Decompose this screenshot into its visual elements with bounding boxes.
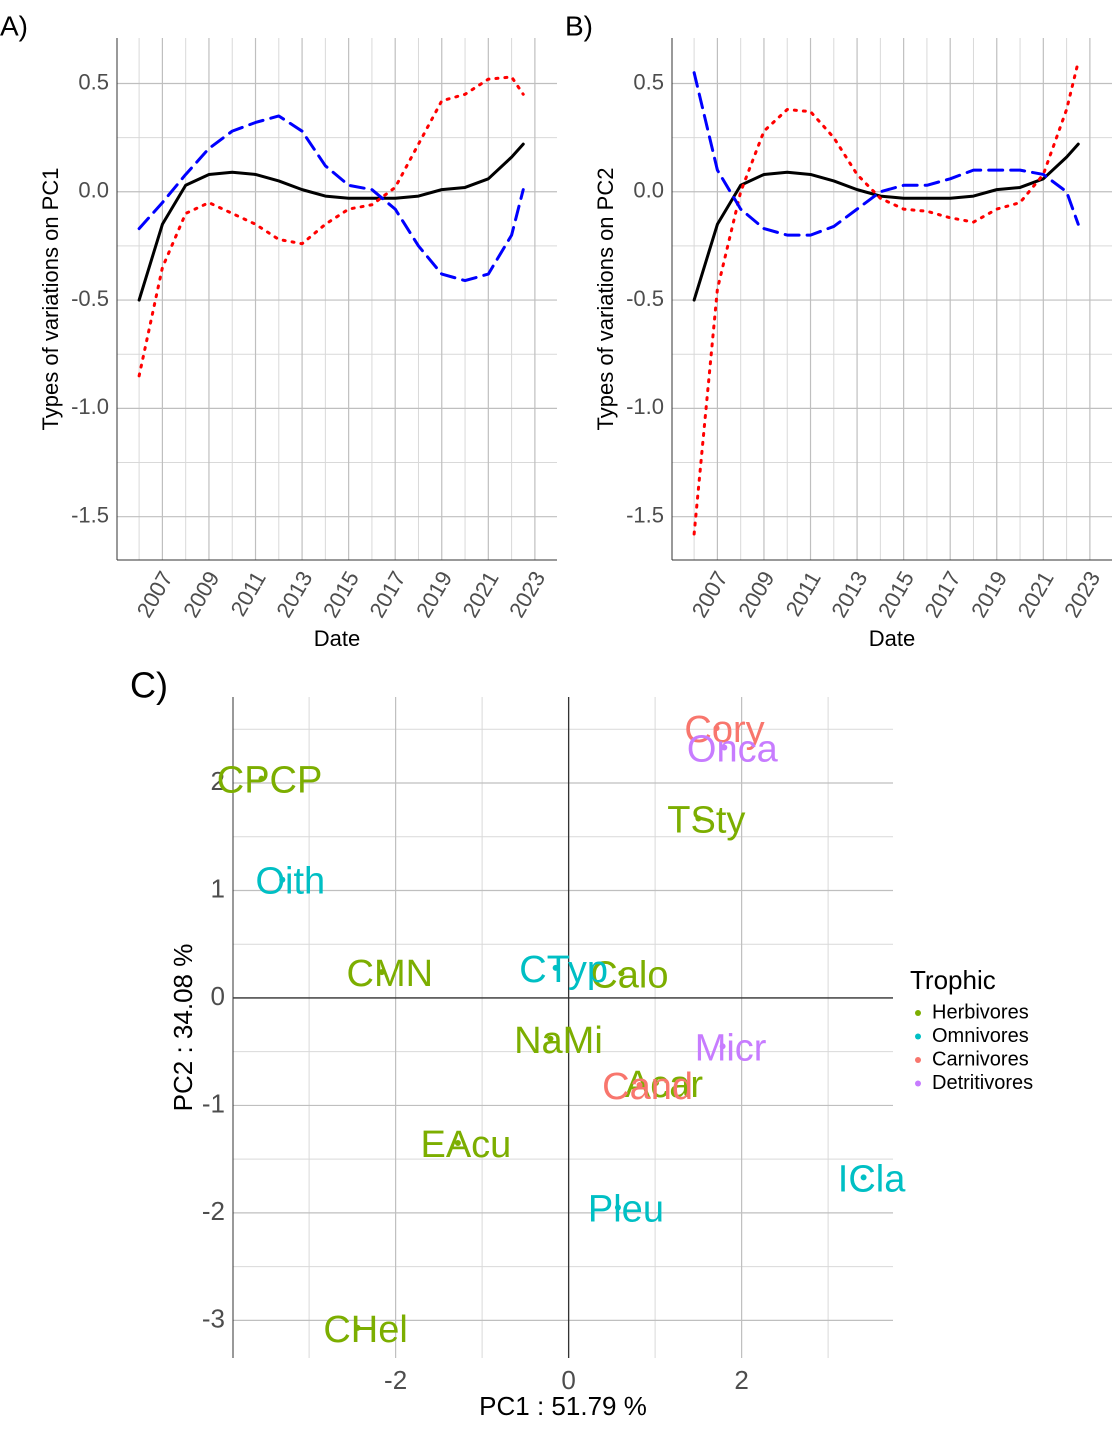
x-tick-label: 2007 — [687, 567, 733, 622]
point-label: CPCP — [217, 760, 323, 802]
point-label: CTyp — [519, 949, 608, 991]
legend-key — [915, 1057, 921, 1063]
y-tick-label: -1.5 — [626, 502, 664, 527]
point — [547, 1035, 554, 1042]
y-tick-label: 1 — [211, 873, 225, 903]
point — [719, 1043, 726, 1050]
point-label: EAcu — [420, 1124, 511, 1166]
x-tick-label: 2015 — [318, 567, 364, 622]
point-label: Cory — [684, 709, 764, 751]
x-tick-label: 2021 — [458, 567, 504, 622]
series-line — [137, 142, 525, 302]
x-tick-label: 2 — [734, 1365, 748, 1395]
y-tick-label: -1 — [202, 1088, 225, 1118]
y-tick-label: -1.0 — [71, 394, 109, 419]
x-tick-label: 2019 — [966, 567, 1012, 622]
point — [695, 815, 702, 822]
legend-key — [915, 1010, 921, 1016]
x-tick-label: 2015 — [873, 567, 919, 622]
point — [454, 1140, 461, 1147]
point-label: Micr — [695, 1027, 767, 1069]
panel-label: B) — [565, 10, 593, 41]
point-label: ICla — [838, 1158, 906, 1200]
point-label: Oith — [255, 861, 325, 903]
y-tick-label: -0.5 — [626, 286, 664, 311]
point — [614, 1204, 621, 1211]
x-tick-label: 2021 — [1013, 567, 1059, 622]
series-line — [137, 75, 525, 378]
x-axis-title: Date — [314, 626, 360, 651]
y-tick-label: 0.5 — [78, 69, 109, 94]
x-tick-label: 2009 — [178, 567, 224, 622]
y-tick-label: -1.5 — [71, 502, 109, 527]
series-line — [692, 71, 1080, 237]
legend-label: Detritivores — [932, 1072, 1033, 1094]
y-axis-title: Types of variations on PC2 — [593, 168, 618, 431]
point-label: Calo — [590, 954, 668, 996]
x-tick-label: 2017 — [919, 567, 965, 622]
point — [721, 744, 728, 751]
legend-title: Trophic — [910, 965, 996, 995]
point — [378, 969, 385, 976]
x-tick-label: 2011 — [781, 567, 826, 620]
legend-key — [915, 1033, 921, 1040]
y-tick-label: -1.0 — [626, 394, 664, 419]
point-label: Cand — [602, 1066, 693, 1108]
y-axis-title: PC2 : 34.08 % — [168, 944, 198, 1112]
x-tick-label: 2013 — [271, 567, 317, 622]
x-tick-label: 2007 — [132, 567, 178, 622]
point-label: CHel — [323, 1309, 407, 1351]
series-line — [137, 114, 525, 283]
y-tick-label: -3 — [202, 1303, 225, 1333]
point — [636, 1082, 643, 1089]
x-tick-label: 2023 — [1059, 567, 1105, 622]
point — [354, 1324, 361, 1331]
point-label: CMN — [347, 953, 434, 995]
y-tick-label: 2 — [211, 766, 225, 796]
point — [552, 964, 559, 971]
panel-label: A) — [0, 10, 28, 41]
x-tick-label: 2009 — [733, 567, 779, 622]
x-tick-label: -2 — [384, 1365, 407, 1395]
point — [258, 775, 265, 782]
x-axis-title: PC1 : 51.79 % — [479, 1391, 647, 1421]
point-label: Pleu — [588, 1189, 664, 1231]
y-tick-label: -2 — [202, 1196, 225, 1226]
x-tick-label: 2019 — [411, 567, 457, 622]
point — [652, 1079, 659, 1086]
point — [618, 970, 625, 977]
panel-label: C) — [130, 665, 168, 706]
x-tick-label: 2011 — [226, 567, 271, 620]
point-label: NaMi — [514, 1020, 603, 1062]
point-label: Onca — [687, 729, 779, 771]
y-tick-label: 0.0 — [633, 178, 664, 203]
x-tick-label: 2023 — [504, 567, 550, 622]
y-tick-label: 0.0 — [78, 178, 109, 203]
series-line — [692, 60, 1080, 536]
point-label: TSty — [667, 799, 745, 841]
legend-label: Omnivores — [932, 1025, 1029, 1047]
y-tick-label: 0 — [211, 981, 225, 1011]
point — [279, 876, 286, 883]
y-axis-title: Types of variations on PC1 — [38, 168, 63, 431]
point — [713, 725, 720, 732]
x-axis-title: Date — [869, 626, 915, 651]
y-tick-label: 0.5 — [633, 69, 664, 94]
point — [860, 1174, 867, 1181]
y-tick-label: -0.5 — [71, 286, 109, 311]
legend-key — [915, 1080, 921, 1087]
series-line — [692, 142, 1080, 302]
x-tick-label: 2017 — [364, 567, 410, 622]
legend-label: Herbivores — [932, 1001, 1029, 1023]
x-tick-label: 0 — [561, 1365, 575, 1395]
x-tick-label: 2013 — [826, 567, 872, 622]
legend-label: Carnivores — [932, 1048, 1029, 1070]
